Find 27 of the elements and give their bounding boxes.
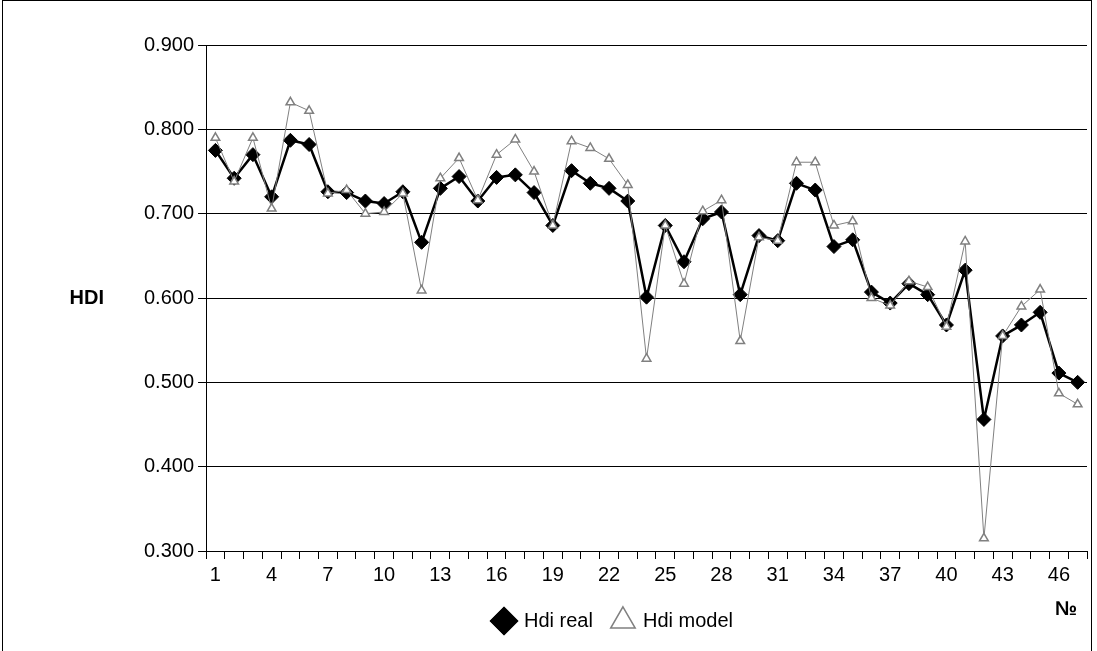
x-axis-title: №	[1054, 596, 1077, 619]
x-tick-label: 13	[429, 562, 452, 585]
x-tick-label: 22	[597, 562, 621, 585]
y-tick-label: 0.300	[143, 538, 195, 561]
y-axis-title: HDI	[69, 285, 105, 308]
x-tick-label: 43	[991, 562, 1014, 585]
x-tick-label: 25	[654, 562, 677, 585]
x-tick-label: 19	[541, 562, 564, 585]
y-tick-label: 0.900	[143, 32, 195, 55]
x-tick-label: 37	[879, 562, 902, 585]
x-tick-label: 28	[710, 562, 733, 585]
x-tick-label: 16	[485, 562, 508, 585]
x-tick-label: 1	[209, 562, 221, 585]
legend-label: Hdi model	[642, 608, 733, 631]
y-tick-label: 0.700	[143, 201, 195, 224]
y-tick-label: 0.600	[143, 285, 195, 308]
x-tick-label: 4	[266, 562, 278, 585]
legend-label: Hdi real	[524, 608, 593, 631]
x-tick-label: 34	[822, 562, 846, 585]
y-tick-label: 0.400	[143, 454, 195, 477]
x-tick-label: 10	[372, 562, 396, 585]
x-tick-label: 7	[322, 562, 334, 585]
x-tick-label: 40	[935, 562, 958, 585]
y-tick-label: 0.500	[143, 369, 195, 392]
y-tick-label: 0.800	[143, 116, 195, 139]
x-tick-label: 31	[766, 562, 789, 585]
x-tick-label: 46	[1047, 562, 1071, 585]
